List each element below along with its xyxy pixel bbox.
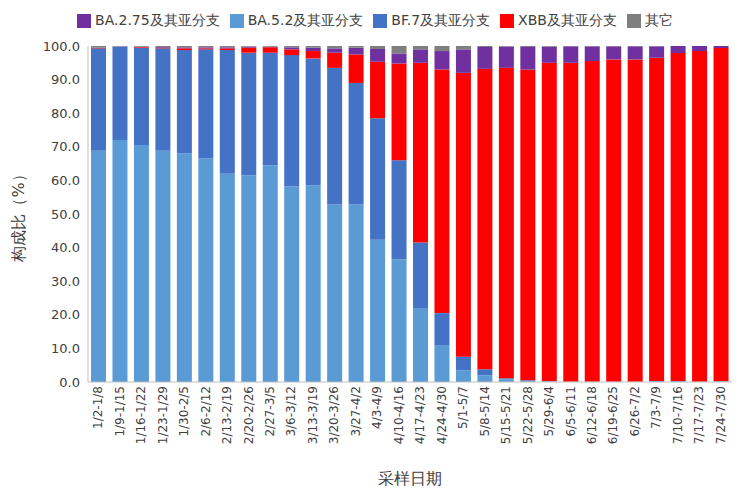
- svg-text:1/30-2/5: 1/30-2/5: [177, 386, 191, 437]
- svg-text:70.0: 70.0: [51, 139, 80, 154]
- svg-text:20.0: 20.0: [51, 307, 80, 322]
- svg-text:1/16-1/22: 1/16-1/22: [134, 386, 148, 444]
- html-text:BA.2.75及其亚分支: BA.2.75及其亚分支: [95, 12, 220, 28]
- html-text:XBB及其亚分支: XBB及其亚分支: [518, 12, 617, 28]
- svg-text:7/10-7/16: 7/10-7/16: [671, 386, 685, 444]
- svg-text:2/27-3/5: 2/27-3/5: [263, 386, 277, 437]
- svg-text:4/3-4/9: 4/3-4/9: [370, 386, 384, 429]
- svg-text:2/6-2/12: 2/6-2/12: [199, 386, 213, 437]
- svg-text:4/17-4/23: 4/17-4/23: [413, 386, 427, 444]
- svg-text:构成比（%）: 构成比（%）: [9, 166, 28, 262]
- svg-text:3/13-3/19: 3/13-3/19: [306, 386, 320, 444]
- svg-text:6/19-6/25: 6/19-6/25: [606, 386, 620, 444]
- svg-text:0.0: 0.0: [59, 375, 80, 390]
- svg-text:10.0: 10.0: [51, 341, 80, 356]
- svg-text:80.0: 80.0: [51, 106, 80, 121]
- svg-text:7/24-7/30: 7/24-7/30: [714, 386, 728, 444]
- svg-text:7/3-7/9: 7/3-7/9: [649, 386, 663, 429]
- svg-text:2/20-2/26: 2/20-2/26: [242, 386, 256, 444]
- svg-text:4/10-4/16: 4/10-4/16: [392, 386, 406, 444]
- svg-text:1/23-1/29: 1/23-1/29: [156, 386, 170, 444]
- svg-text:3/27-4/2: 3/27-4/2: [349, 386, 363, 437]
- svg-text:5/8-5/14: 5/8-5/14: [478, 386, 492, 437]
- html-text:其它: 其它: [644, 12, 673, 28]
- svg-text:5/22-5/28: 5/22-5/28: [521, 386, 535, 444]
- svg-text:2/13-2/19: 2/13-2/19: [220, 386, 234, 444]
- svg-text:3/6-3/12: 3/6-3/12: [284, 386, 298, 437]
- html-text:BA.5.2及其亚分支: BA.5.2及其亚分支: [247, 12, 364, 28]
- svg-text:6/5-6/11: 6/5-6/11: [564, 386, 578, 437]
- html-text:BF.7及其亚分支: BF.7及其亚分支: [391, 12, 491, 28]
- svg-text:60.0: 60.0: [51, 173, 80, 188]
- svg-text:1/9-1/15: 1/9-1/15: [113, 386, 127, 437]
- svg-text:30.0: 30.0: [51, 274, 80, 289]
- svg-text:6/12-6/18: 6/12-6/18: [585, 386, 599, 444]
- svg-text:6/26-7/2: 6/26-7/2: [628, 386, 642, 437]
- svg-text:7/17-7/23: 7/17-7/23: [692, 386, 706, 444]
- svg-text:40.0: 40.0: [51, 240, 80, 255]
- svg-text:5/1-5/7: 5/1-5/7: [456, 386, 470, 429]
- svg-text:4/24-4/30: 4/24-4/30: [435, 386, 449, 444]
- svg-text:3/20-3/26: 3/20-3/26: [327, 386, 341, 444]
- svg-text:1/2-1/8: 1/2-1/8: [91, 386, 105, 429]
- svg-text:100.0: 100.0: [43, 39, 80, 54]
- svg-text:5/15-5/21: 5/15-5/21: [499, 386, 513, 444]
- svg-text:采样日期: 采样日期: [378, 469, 442, 488]
- svg-text:50.0: 50.0: [51, 207, 80, 222]
- svg-text:5/29-6/4: 5/29-6/4: [542, 386, 556, 437]
- svg-text:90.0: 90.0: [51, 72, 80, 87]
